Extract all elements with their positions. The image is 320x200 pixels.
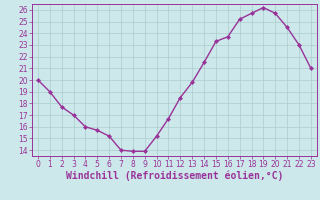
X-axis label: Windchill (Refroidissement éolien,°C): Windchill (Refroidissement éolien,°C)	[66, 171, 283, 181]
